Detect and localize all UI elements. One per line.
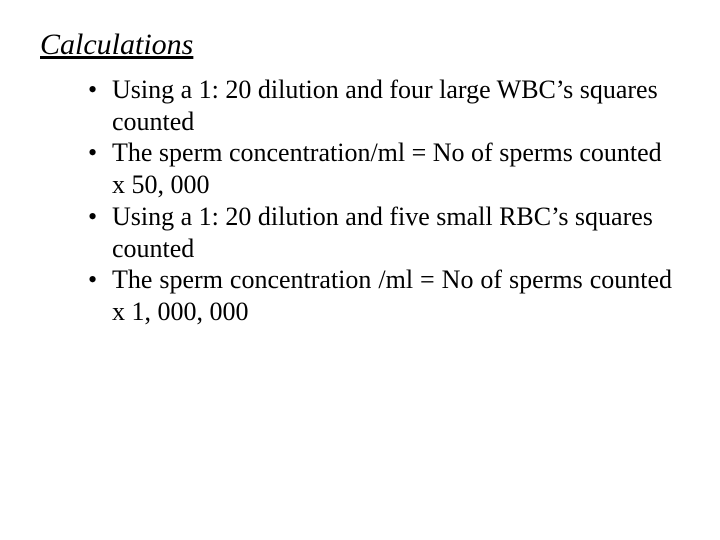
list-item: Using a 1: 20 dilution and four large WB… [88, 74, 672, 137]
slide: Calculations Using a 1: 20 dilution and … [0, 0, 720, 540]
list-item: Using a 1: 20 dilution and five small RB… [88, 201, 672, 264]
slide-title: Calculations [40, 28, 672, 62]
list-item: The sperm concentration/ml = No of sperm… [88, 137, 672, 200]
list-item: The sperm concentration /ml = No of sper… [88, 264, 672, 327]
bullet-list: Using a 1: 20 dilution and four large WB… [40, 74, 672, 328]
